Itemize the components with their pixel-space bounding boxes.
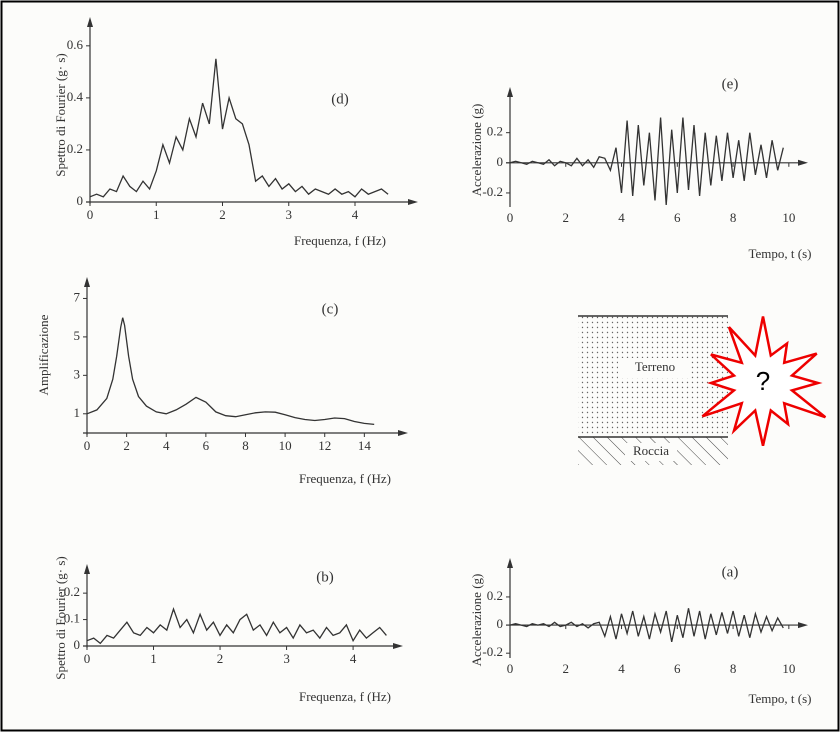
y-tick-label: 0.2 xyxy=(487,588,503,603)
axis-arrow xyxy=(84,277,90,287)
data-line xyxy=(509,608,784,643)
x-tick-label: 2 xyxy=(219,207,226,222)
chart-title: (e) xyxy=(722,76,739,92)
x-tick-label: 1 xyxy=(150,651,157,666)
x-tick-label: 2 xyxy=(563,661,570,676)
axis-arrow xyxy=(798,622,808,629)
x-axis-label: Frequenza, f (Hz) xyxy=(294,233,386,248)
x-tick-label: 4 xyxy=(163,438,170,453)
x-tick-label: 10 xyxy=(279,438,292,453)
chart-panel: 0 0.1 0.2 0 1 2 3 4 (b) Frequenza, f (Hz) Spettro … xyxy=(53,556,403,704)
x-axis-label: Frequenza, f (Hz) xyxy=(299,471,391,486)
x-tick-label: 0 xyxy=(507,661,514,676)
x-axis-label: Tempo, t (s) xyxy=(749,691,812,706)
y-tick-label: -0.2 xyxy=(482,184,503,199)
x-tick-label: 10 xyxy=(782,661,795,676)
soil-label: Terreno xyxy=(635,359,675,374)
x-tick-label: 14 xyxy=(358,438,372,453)
x-tick-label: 6 xyxy=(203,438,210,453)
axis-arrow xyxy=(408,199,418,205)
y-tick-label: 0 xyxy=(74,637,81,652)
x-tick-label: 0 xyxy=(84,438,91,453)
chart-title: (d) xyxy=(331,91,349,107)
x-tick-label: 3 xyxy=(286,207,293,222)
y-tick-label: 0 xyxy=(497,154,504,169)
y-axis-label: Accelerazione (g) xyxy=(469,104,484,197)
y-tick-label: 1 xyxy=(74,405,81,420)
data-line xyxy=(89,58,389,198)
x-tick-label: 0 xyxy=(507,210,514,225)
axis-arrow xyxy=(84,564,90,574)
axis-arrow xyxy=(507,87,513,97)
y-tick-label: 0 xyxy=(77,193,84,208)
x-tick-label: 0 xyxy=(84,651,91,666)
axis-arrow xyxy=(393,643,403,649)
x-tick-label: 12 xyxy=(318,438,331,453)
y-tick-label: 0.6 xyxy=(67,37,84,52)
axis-arrow xyxy=(398,430,408,436)
label-bg xyxy=(625,443,677,461)
y-tick-label: 0.2 xyxy=(487,124,503,139)
x-tick-label: 4 xyxy=(618,661,625,676)
chart-panel: 0 0.2 0.4 0.6 0 1 2 3 4 (d) Frequenza, f (Hz) Spett… xyxy=(53,17,418,248)
rock-label: Roccia xyxy=(633,443,669,458)
soil-diagram: Terreno Roccia ? xyxy=(578,315,827,465)
axis-arrow xyxy=(798,159,808,166)
data-line xyxy=(86,606,387,645)
y-axis-label: Spettro di Fourier (g· s) xyxy=(53,556,68,679)
x-axis-label: Frequenza, f (Hz) xyxy=(299,689,391,704)
x-tick-label: 6 xyxy=(674,210,681,225)
y-tick-label: 0 xyxy=(497,616,504,631)
chart-title: (a) xyxy=(722,564,739,580)
data-line xyxy=(509,117,784,206)
x-tick-label: 10 xyxy=(782,210,795,225)
starburst xyxy=(701,316,827,446)
question-mark: ? xyxy=(756,366,770,396)
x-tick-label: 3 xyxy=(283,651,290,666)
y-tick-label: -0.2 xyxy=(482,644,503,659)
x-tick-label: 2 xyxy=(217,651,224,666)
x-tick-label: 2 xyxy=(123,438,130,453)
chart-title: (c) xyxy=(322,301,339,317)
data-line xyxy=(86,317,375,426)
x-tick-label: 8 xyxy=(730,210,737,225)
chart-panel: -0.2 0 0.2 0 2 4 6 8 10 (e) Tempo, t (s) Accelerazi… xyxy=(469,76,812,261)
x-tick-label: 4 xyxy=(350,651,357,666)
y-tick-label: 0.2 xyxy=(64,584,80,599)
label-bg xyxy=(618,358,690,378)
axis-arrow xyxy=(87,17,93,27)
x-tick-label: 2 xyxy=(563,210,570,225)
chart-panel: -0.2 0 0.2 0 2 4 6 8 10 (a) Tempo, t (s) Accelerazi… xyxy=(469,558,812,706)
y-tick-label: 5 xyxy=(74,328,81,343)
y-tick-label: 0.1 xyxy=(64,611,80,626)
y-axis-label: Accelerazione (g) xyxy=(469,574,484,667)
x-axis-label: Tempo, t (s) xyxy=(749,246,812,261)
y-tick-label: 7 xyxy=(74,289,81,304)
y-tick-label: 0.2 xyxy=(67,141,83,156)
y-axis-label: Amplificazione xyxy=(36,314,51,395)
axis-arrow xyxy=(507,558,513,568)
x-tick-label: 8 xyxy=(242,438,249,453)
x-tick-label: 4 xyxy=(618,210,625,225)
x-tick-label: 1 xyxy=(153,207,160,222)
y-tick-label: 0.4 xyxy=(67,89,84,104)
chart-panel: 1 3 5 7 0 2 4 6 8 10 12 14 (c) Frequenza, f (Hz) Ampli… xyxy=(36,277,408,486)
x-tick-label: 4 xyxy=(352,207,359,222)
y-axis-label: Spettro di Fourier (g· s) xyxy=(53,53,68,176)
x-tick-label: 0 xyxy=(87,207,94,222)
x-tick-label: 8 xyxy=(730,661,737,676)
chart-title: (b) xyxy=(316,569,334,585)
x-tick-label: 6 xyxy=(674,661,681,676)
y-tick-label: 3 xyxy=(74,366,81,381)
